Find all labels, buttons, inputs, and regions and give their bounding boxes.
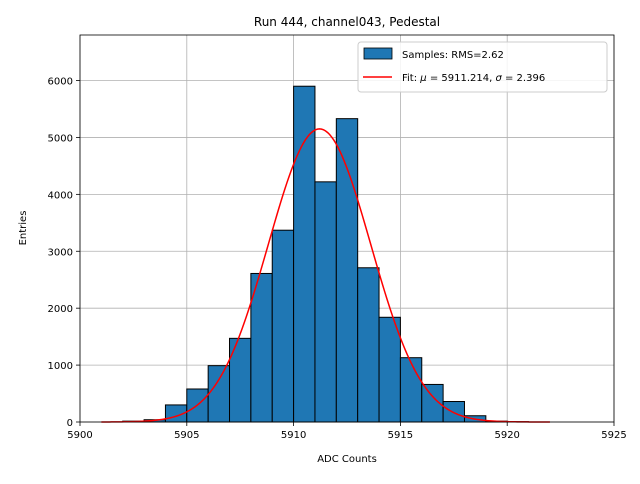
x-tick-label: 5910 [281, 430, 306, 441]
x-axis-label: ADC Counts [317, 454, 377, 465]
x-tick-label: 5920 [494, 430, 519, 441]
histogram-bar [358, 268, 379, 422]
fit-label-prefix: Fit: [402, 73, 420, 84]
histogram-bar [443, 402, 464, 422]
y-tick-label: 1000 [48, 361, 73, 372]
y-tick-label: 0 [67, 418, 73, 429]
y-tick-label: 3000 [48, 247, 73, 258]
histogram-bar [315, 182, 336, 422]
y-tick-label: 4000 [48, 190, 73, 201]
y-tick-label: 2000 [48, 304, 73, 315]
x-tick-label: 5900 [67, 430, 92, 441]
legend-label-fit: Fit: μ = 5911.214, σ = 2.396 [402, 73, 545, 84]
histogram-bar [336, 119, 357, 422]
legend-swatch-samples [364, 48, 392, 59]
x-tick-label: 5915 [388, 430, 413, 441]
histogram-bar [272, 230, 293, 422]
histogram-bar [208, 366, 229, 422]
x-tick-label: 5905 [174, 430, 199, 441]
fit-label-mu-symbol: μ [419, 73, 426, 84]
y-tick-label: 6000 [48, 77, 73, 88]
legend-label-samples: Samples: RMS=2.62 [402, 50, 504, 61]
y-axis-ticks: 0 1000 2000 3000 4000 5000 6000 [48, 77, 80, 429]
fit-label-sigma-value: = 2.396 [502, 73, 545, 84]
x-tick-label: 5925 [601, 430, 626, 441]
chart-title: Run 444, channel043, Pedestal [254, 15, 440, 29]
histogram-bar [379, 317, 400, 422]
histogram-bars [123, 86, 529, 422]
histogram-bar [294, 86, 315, 422]
x-axis-ticks: 5900 5905 5910 5915 5920 5925 [67, 422, 626, 441]
y-axis-label: Entries [18, 211, 29, 246]
histogram-bar [251, 273, 272, 422]
histogram-bar [400, 358, 421, 422]
y-tick-label: 5000 [48, 133, 73, 144]
fit-label-mu-value: = 5911.214, [427, 73, 496, 84]
legend: Samples: RMS=2.62 Fit: μ = 5911.214, σ =… [358, 42, 607, 92]
